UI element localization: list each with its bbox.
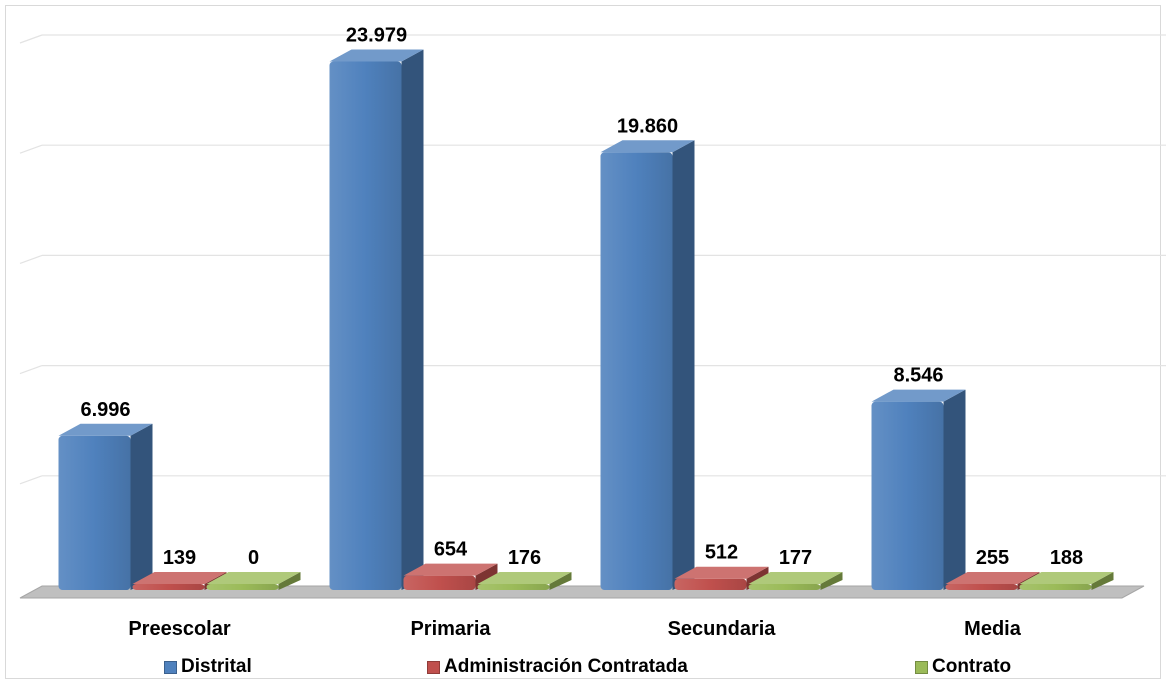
data-label-distrital-preescolar: 6.996 bbox=[80, 399, 130, 421]
legend-item-distrital: Distrital bbox=[164, 656, 252, 678]
bar-side bbox=[401, 49, 424, 591]
bar-front bbox=[58, 435, 131, 590]
data-label-contrato-secundaria: 177 bbox=[779, 547, 812, 569]
bar-top bbox=[206, 572, 301, 584]
bars bbox=[58, 49, 1114, 591]
legend-item-contrato: Contrato bbox=[915, 656, 1011, 678]
gridlines bbox=[19, 34, 1166, 485]
bar-front bbox=[600, 152, 673, 591]
bar-top bbox=[403, 563, 498, 576]
bar-top bbox=[600, 140, 695, 153]
bar-contrato-primaria bbox=[477, 572, 572, 590]
data-label-contrato-preescolar: 0 bbox=[248, 547, 259, 569]
data-label-administracion-contratada-preescolar: 139 bbox=[163, 547, 196, 569]
gridline-side bbox=[19, 365, 43, 375]
legend-label-contrato: Contrato bbox=[932, 656, 1012, 677]
gridline-side bbox=[19, 34, 43, 44]
bar-front bbox=[329, 61, 402, 591]
bar-front bbox=[945, 584, 1018, 590]
bar-side bbox=[672, 140, 695, 591]
bar-side bbox=[130, 423, 153, 590]
legend-swatch-contrato bbox=[915, 660, 928, 674]
bar-top bbox=[477, 572, 572, 584]
legend-label-administracion-contratada: Administración Contratada bbox=[444, 656, 688, 677]
bar-distrital-media bbox=[871, 389, 966, 590]
data-label-distrital-primaria: 23.979 bbox=[346, 25, 407, 47]
bar-front bbox=[1019, 584, 1092, 590]
bar-top bbox=[58, 423, 153, 436]
data-labels: 6.996 139 0 23.979 654 176 19.860 512 177 8.546 25… bbox=[80, 25, 1083, 569]
bar-top bbox=[871, 389, 966, 402]
data-label-administracion-contratada-primaria: 654 bbox=[434, 539, 468, 561]
bar-top bbox=[945, 572, 1040, 584]
category-label-primaria: Primaria bbox=[410, 618, 491, 640]
bar-front bbox=[477, 584, 550, 590]
legend-item-administracion-contratada: Administración Contratada bbox=[427, 656, 688, 678]
bar-top bbox=[329, 49, 424, 62]
chart-legend: Distrital Administración Contratada Cont… bbox=[0, 656, 1166, 682]
legend-label-distrital: Distrital bbox=[181, 656, 252, 677]
data-label-contrato-media: 188 bbox=[1050, 547, 1083, 569]
gridline-side bbox=[19, 475, 43, 485]
bar-side bbox=[820, 572, 843, 590]
data-label-distrital-media: 8.546 bbox=[893, 365, 943, 387]
data-label-contrato-primaria: 176 bbox=[508, 547, 541, 569]
legend-swatch-distrital bbox=[164, 660, 177, 674]
bar-contrato-media bbox=[1019, 572, 1114, 590]
legend-swatch-administracion-contratada bbox=[427, 660, 440, 674]
bar-front bbox=[748, 584, 821, 590]
category-label-media: Media bbox=[964, 618, 1022, 640]
bar-distrital-primaria bbox=[329, 49, 424, 591]
bar-top bbox=[674, 566, 769, 579]
bar-contrato-secundaria bbox=[748, 572, 843, 590]
bar-front bbox=[403, 575, 476, 590]
data-label-distrital-secundaria: 19.860 bbox=[617, 115, 678, 137]
chart-border bbox=[5, 5, 1161, 679]
bar-top bbox=[132, 572, 227, 584]
gridline-side bbox=[19, 144, 43, 154]
data-label-administracion-contratada-secundaria: 512 bbox=[705, 542, 738, 564]
bar-front bbox=[206, 584, 279, 590]
bar-distrital-secundaria bbox=[600, 140, 695, 591]
bar-side bbox=[1091, 572, 1114, 590]
bar-side bbox=[549, 572, 572, 590]
bar-top bbox=[748, 572, 843, 584]
bar-front bbox=[132, 584, 205, 590]
bar-distrital-preescolar bbox=[58, 423, 153, 590]
bar-contrato-preescolar bbox=[206, 572, 301, 590]
bar-front bbox=[674, 578, 747, 590]
bar-top bbox=[1019, 572, 1114, 584]
category-label-secundaria: Secundaria bbox=[668, 618, 777, 640]
category-label-preescolar: Preescolar bbox=[128, 618, 231, 640]
gridline-side bbox=[19, 254, 43, 264]
bar-side bbox=[278, 572, 301, 590]
bar-side bbox=[943, 389, 966, 590]
bar-front bbox=[871, 401, 944, 590]
data-label-administracion-contratada-media: 255 bbox=[976, 547, 1009, 569]
